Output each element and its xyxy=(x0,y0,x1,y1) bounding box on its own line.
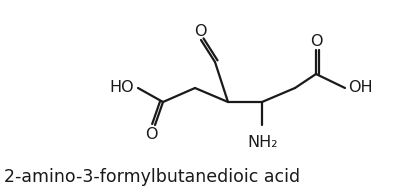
Text: OH: OH xyxy=(348,80,373,95)
Text: 2-amino-3-formylbutanedioic acid: 2-amino-3-formylbutanedioic acid xyxy=(4,168,300,186)
Text: HO: HO xyxy=(109,80,134,95)
Text: NH₂: NH₂ xyxy=(248,135,278,150)
Text: O: O xyxy=(194,24,206,39)
Text: O: O xyxy=(145,127,157,142)
Text: O: O xyxy=(310,34,322,49)
